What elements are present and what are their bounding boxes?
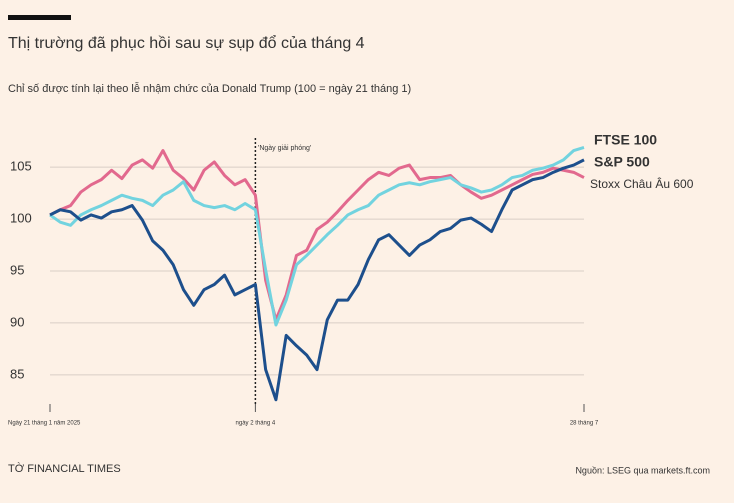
legend-label: FTSE 100 bbox=[594, 132, 657, 148]
x-tick-label: 28 tháng 7 bbox=[570, 421, 599, 427]
y-tick-label: 85 bbox=[10, 366, 24, 381]
annotation: 'Ngày giải phóng' bbox=[258, 145, 311, 152]
chart-subtitle: Chỉ số được tính lại theo lễ nhậm chức c… bbox=[8, 82, 411, 95]
brand: TỜ FINANCIAL TIMES bbox=[8, 462, 121, 475]
y-tick-label: 100 bbox=[10, 211, 32, 226]
y-tick-label: 90 bbox=[10, 314, 24, 329]
source: Nguồn: LSEG qua markets.ft.com bbox=[575, 465, 710, 475]
series-line bbox=[49, 145, 585, 327]
legend-label: Stoxx Châu Âu 600 bbox=[590, 176, 694, 191]
chart-title: Thị trường đã phục hồi sau sự sụp đổ của… bbox=[8, 34, 365, 52]
y-tick-label: 95 bbox=[10, 262, 24, 277]
x-tick-label: ngày 2 tháng 4 bbox=[236, 421, 276, 427]
x-tick-label: Ngày 21 tháng 1 năm 2025 bbox=[8, 421, 81, 427]
y-tick-label: 105 bbox=[10, 159, 32, 174]
series-line bbox=[49, 149, 585, 322]
series-line bbox=[49, 158, 585, 402]
header-bar bbox=[8, 15, 71, 20]
legend-label: S&P 500 bbox=[594, 154, 650, 170]
